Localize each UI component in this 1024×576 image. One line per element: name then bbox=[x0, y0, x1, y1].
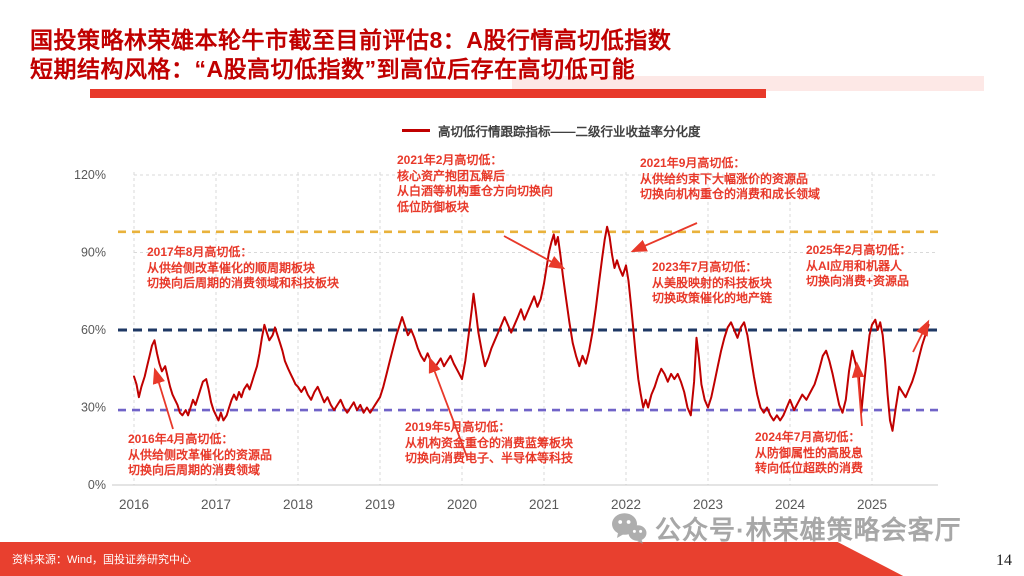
title-highlight bbox=[512, 76, 984, 91]
title-underline-bar bbox=[90, 89, 766, 98]
slide-title-line2: 短期结构风格：“A股高切低指数”到高位后存在高切低可能 bbox=[30, 56, 636, 82]
x-tick-label: 2020 bbox=[447, 497, 477, 512]
footer-band: 资料来源：Wind，国投证券研究中心 bbox=[0, 542, 904, 576]
y-tick-label: 120% bbox=[74, 168, 106, 182]
wechat-icon bbox=[612, 512, 647, 544]
chart-legend: 高切低行情跟踪指标——二级行业收益率分化度 bbox=[402, 121, 701, 140]
x-tick-label: 2022 bbox=[611, 497, 641, 512]
x-tick-label: 2024 bbox=[775, 497, 806, 512]
x-tick-label: 2016 bbox=[119, 497, 149, 512]
page-number: 14 bbox=[996, 552, 1012, 569]
x-tick-label: 2019 bbox=[365, 497, 395, 512]
title-block: 国投策略林荣雄本轮牛市截至目前评估8：A股行情高切低指数 短期结构风格：“A股高… bbox=[30, 26, 671, 84]
y-tick-label: 60% bbox=[81, 323, 106, 337]
annotation-arrow bbox=[152, 367, 174, 430]
annotation-arrow bbox=[503, 235, 566, 270]
annotation-arrow bbox=[851, 361, 865, 427]
x-tick-label: 2017 bbox=[201, 497, 231, 512]
annotation-arrow bbox=[428, 356, 468, 458]
x-tick-label: 2018 bbox=[283, 497, 313, 512]
legend-label: 高切低行情跟踪指标——二级行业收益率分化度 bbox=[438, 125, 701, 139]
watermark: 公众号·林荣雄策略会客厅 bbox=[610, 510, 962, 547]
x-tick-label: 2023 bbox=[693, 497, 723, 512]
watermark-text: 公众号·林荣雄策略会客厅 bbox=[655, 515, 962, 545]
y-tick-label: 90% bbox=[81, 246, 106, 260]
annotation-arrow bbox=[630, 222, 698, 253]
y-tick-label: 30% bbox=[81, 401, 106, 415]
annotation-arrow bbox=[912, 319, 930, 353]
x-tick-label: 2021 bbox=[529, 497, 559, 512]
legend-line-swatch bbox=[402, 129, 430, 132]
slide-title-line1: 国投策略林荣雄本轮牛市截至目前评估8：A股行情高切低指数 bbox=[30, 27, 672, 53]
x-tick-label: 2025 bbox=[857, 497, 887, 512]
source-text: 资料来源：Wind，国投证券研究中心 bbox=[12, 554, 192, 566]
y-tick-label: 0% bbox=[88, 478, 106, 492]
series-line bbox=[133, 225, 930, 432]
